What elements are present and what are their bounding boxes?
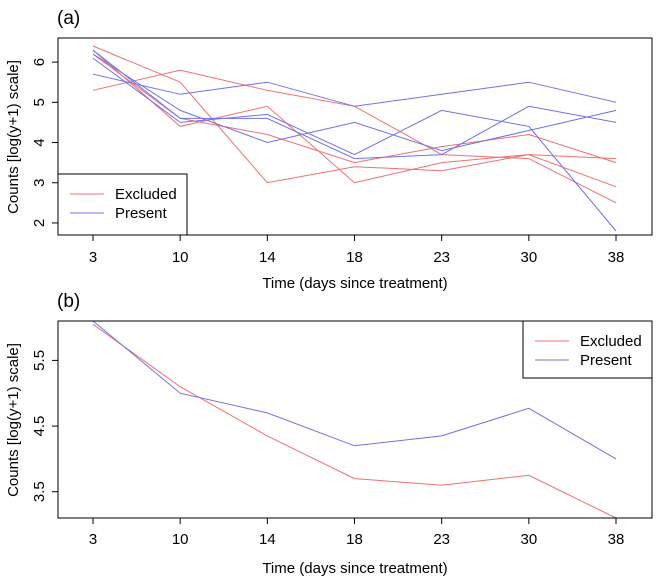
x-tick-label: 10 (172, 531, 189, 548)
x-tick-label: 10 (172, 249, 189, 266)
y-tick-label: 3.5 (31, 481, 48, 502)
series-line-excluded-2 (92, 49, 617, 184)
x-tick-label: 23 (433, 249, 450, 266)
x-axis-label: Time (days since treatment) (262, 275, 447, 292)
series-line-present-6 (92, 73, 617, 107)
legend-label-excluded: Excluded (580, 333, 642, 350)
x-tick-label: 30 (520, 531, 537, 548)
y-tick-label: 4.5 (31, 416, 48, 437)
x-tick-label: 14 (259, 249, 276, 266)
legend-label-present: Present (580, 352, 633, 369)
y-tick-label: 3 (31, 179, 48, 187)
series-line-present-7 (92, 53, 617, 152)
legend-box (57, 173, 188, 236)
legend-box (522, 320, 653, 379)
legend-label-excluded: Excluded (115, 186, 177, 203)
x-tick-label: 18 (346, 531, 363, 548)
series-line-present-2 (92, 320, 617, 460)
x-tick-label: 3 (89, 531, 97, 548)
legend-label-present: Present (115, 205, 168, 222)
x-tick-label: 23 (433, 531, 450, 548)
y-tick-label: 2 (31, 219, 48, 227)
panel-label: (a) (57, 8, 80, 29)
y-axis-label: Counts [log(y+1) scale] (5, 60, 22, 214)
legend: Excluded Present (57, 173, 188, 236)
y-tick-label: 5.5 (31, 350, 48, 371)
x-tick-label: 18 (346, 249, 363, 266)
x-tick-label: 38 (608, 531, 625, 548)
x-axis-label: Time (days since treatment) (262, 560, 447, 576)
x-tick-label: 3 (89, 249, 97, 266)
panel-label: (b) (57, 291, 80, 312)
x-tick-label: 38 (608, 249, 625, 266)
y-tick-label: 4 (31, 138, 48, 146)
x-tick-label: 14 (259, 531, 276, 548)
y-axis-label: Counts [log(y+1) scale] (5, 343, 22, 497)
series-line-present-8 (92, 57, 617, 232)
y-tick-label: 6 (31, 58, 48, 66)
series-line-present-5 (92, 49, 617, 160)
series-line-excluded-1 (92, 323, 617, 519)
x-tick-label: 30 (520, 249, 537, 266)
y-tick-label: 5 (31, 98, 48, 106)
legend: Excluded Present (522, 320, 653, 379)
chart-panel-b: (b) 3 10 14 18 23 30 38 Time (days since treatme… (5, 291, 653, 577)
